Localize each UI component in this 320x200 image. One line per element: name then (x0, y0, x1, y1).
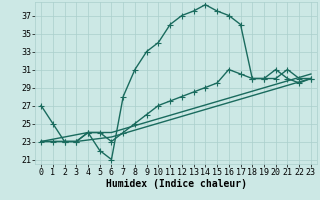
X-axis label: Humidex (Indice chaleur): Humidex (Indice chaleur) (106, 179, 246, 189)
